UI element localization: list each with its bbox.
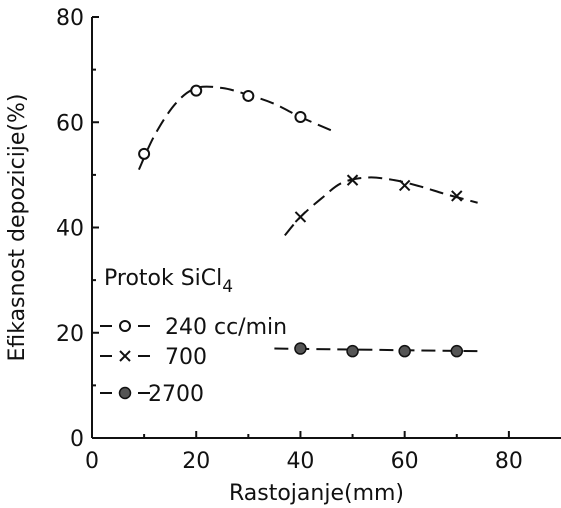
legend-marker <box>119 320 131 332</box>
legend: Protok SiCl4 240 cc/min 700 2700 <box>100 266 287 407</box>
y-tick-label: 20 <box>56 322 84 347</box>
legend-label: 240 cc/min <box>165 315 287 340</box>
axes: 0 20 40 60 80 0 20 40 60 80 Rastojanje(mm) Efikasno… <box>5 6 561 506</box>
legend-title-main: Protok SiCl <box>104 266 222 291</box>
data-point <box>346 174 359 186</box>
series-0 <box>137 84 338 171</box>
series-line <box>284 176 478 237</box>
series-layer <box>137 84 478 358</box>
legend-entry: 240 cc/min <box>100 315 287 340</box>
series-2 <box>274 342 478 358</box>
x-tick-label: 0 <box>85 449 99 474</box>
x-tick-label: 20 <box>182 449 210 474</box>
series-line <box>137 85 338 171</box>
legend-entry: 2700 <box>100 382 204 407</box>
legend-title: Protok SiCl4 <box>104 266 233 297</box>
y-tick-label: 0 <box>70 427 84 452</box>
legend-marker <box>119 350 131 362</box>
legend-label: 700 <box>165 345 207 370</box>
data-point <box>398 344 411 358</box>
data-point <box>398 179 411 192</box>
data-point <box>242 89 255 102</box>
data-point <box>190 84 203 97</box>
x-axis-title: Rastojanje(mm) <box>229 481 404 506</box>
y-tick-label: 60 <box>56 111 84 136</box>
data-point <box>138 147 151 160</box>
legend-title-subscript: 4 <box>222 277 233 297</box>
data-point <box>451 190 463 202</box>
x-tick-label: 60 <box>391 449 419 474</box>
data-point <box>294 211 307 223</box>
data-point <box>346 344 359 358</box>
x-tick-label: 40 <box>286 449 314 474</box>
data-point <box>294 110 307 123</box>
data-point <box>450 344 464 358</box>
y-axis-title: Efikasnost depozicije(%) <box>5 93 30 361</box>
data-point <box>294 342 307 355</box>
legend-label: 2700 <box>148 382 204 407</box>
y-tick-label: 80 <box>56 6 84 31</box>
legend-marker <box>118 386 132 400</box>
y-tick-label: 40 <box>56 217 84 242</box>
x-tick-label: 80 <box>495 449 523 474</box>
series-1 <box>284 174 478 237</box>
legend-entry: 700 <box>100 345 207 370</box>
